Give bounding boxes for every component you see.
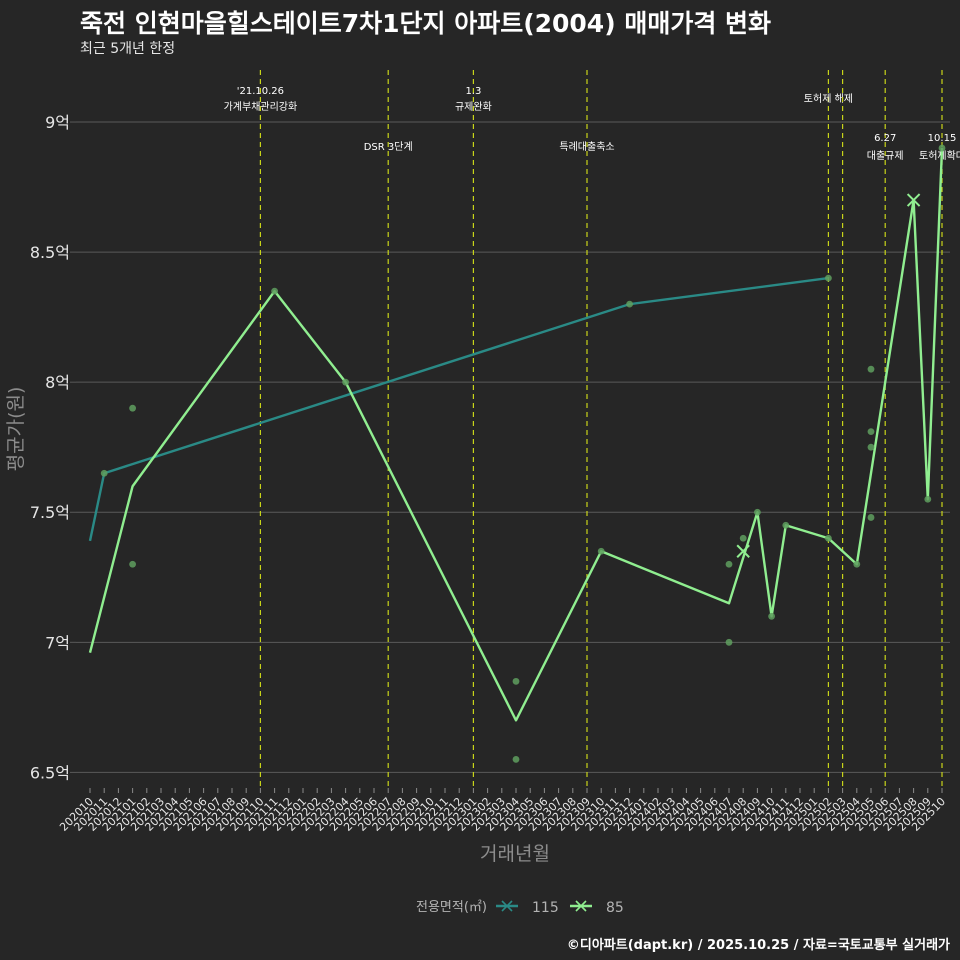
data-point-85 bbox=[867, 365, 875, 373]
y-tick-label: 8.5억 bbox=[30, 243, 70, 262]
legend-item-label: 85 bbox=[606, 900, 624, 916]
source-caption: ©디아파트(dapt.kr) / 2025.10.25 / 자료=국토교통부 실… bbox=[566, 938, 950, 953]
chart-subtitle: 최근 5개년 한정 bbox=[80, 41, 176, 57]
data-point-85 bbox=[512, 755, 520, 763]
event-label: 토허제 해제 bbox=[804, 92, 853, 105]
event-label: 대출규제 bbox=[867, 150, 904, 162]
cross-marker-85 bbox=[736, 544, 750, 558]
event-label: 6.27 bbox=[874, 133, 896, 144]
data-point-85 bbox=[867, 443, 875, 451]
data-point-115 bbox=[626, 300, 633, 308]
data-point-85 bbox=[867, 514, 875, 521]
data-point-85 bbox=[342, 378, 349, 386]
series-line-115 bbox=[88, 276, 829, 542]
data-point-85 bbox=[725, 560, 733, 568]
y-tick-label: 6.5억 bbox=[30, 763, 70, 782]
data-point-85 bbox=[129, 560, 137, 568]
data-point-85 bbox=[271, 287, 278, 295]
data-point-85 bbox=[825, 534, 832, 542]
data-point-115 bbox=[825, 274, 832, 282]
y-tick-label: 8억 bbox=[45, 373, 70, 392]
legend-item-label: 115 bbox=[532, 900, 559, 916]
data-point-85 bbox=[512, 677, 520, 685]
data-point-115 bbox=[100, 469, 108, 477]
data-point-85 bbox=[867, 428, 875, 436]
y-axis-title: 평균가(원) bbox=[5, 387, 27, 472]
data-point-85 bbox=[754, 508, 761, 516]
cross-marker-85 bbox=[906, 193, 921, 207]
event-label: DSR 3단계 bbox=[364, 141, 413, 153]
data-point-85 bbox=[129, 404, 137, 412]
y-tick-label: 7.5억 bbox=[30, 503, 70, 522]
data-point-85 bbox=[725, 638, 733, 646]
legend-key-marker bbox=[575, 900, 587, 912]
x-axis-title: 거래년월 bbox=[480, 843, 550, 865]
event-label: 규제완화 bbox=[455, 101, 492, 113]
event-label: 토허제확대 bbox=[919, 150, 960, 162]
event-label: 10.15 bbox=[928, 133, 957, 144]
series-line-85 bbox=[88, 147, 944, 722]
event-label: '21.10.26 bbox=[237, 86, 284, 97]
y-tick-label: 9억 bbox=[45, 113, 70, 132]
y-tick-label: 7억 bbox=[45, 633, 70, 652]
legend-key-marker bbox=[501, 900, 513, 912]
data-point-85 bbox=[768, 612, 775, 620]
data-point-85 bbox=[924, 495, 932, 503]
event-label: 1.3 bbox=[465, 86, 481, 97]
chart-title: 죽전 인현마을힐스테이트7차1단지 아파트(2004) 매매가격 변화 bbox=[80, 9, 772, 38]
data-point-85 bbox=[597, 547, 605, 555]
legend-title: 전용면적(㎡) bbox=[416, 900, 487, 915]
data-point-85 bbox=[938, 144, 946, 152]
event-label: 특례대출축소 bbox=[559, 141, 614, 153]
data-point-85 bbox=[739, 534, 747, 542]
data-point-85 bbox=[853, 560, 861, 568]
data-point-85 bbox=[782, 521, 790, 529]
event-label: 가계부채관리강화 bbox=[224, 101, 298, 113]
